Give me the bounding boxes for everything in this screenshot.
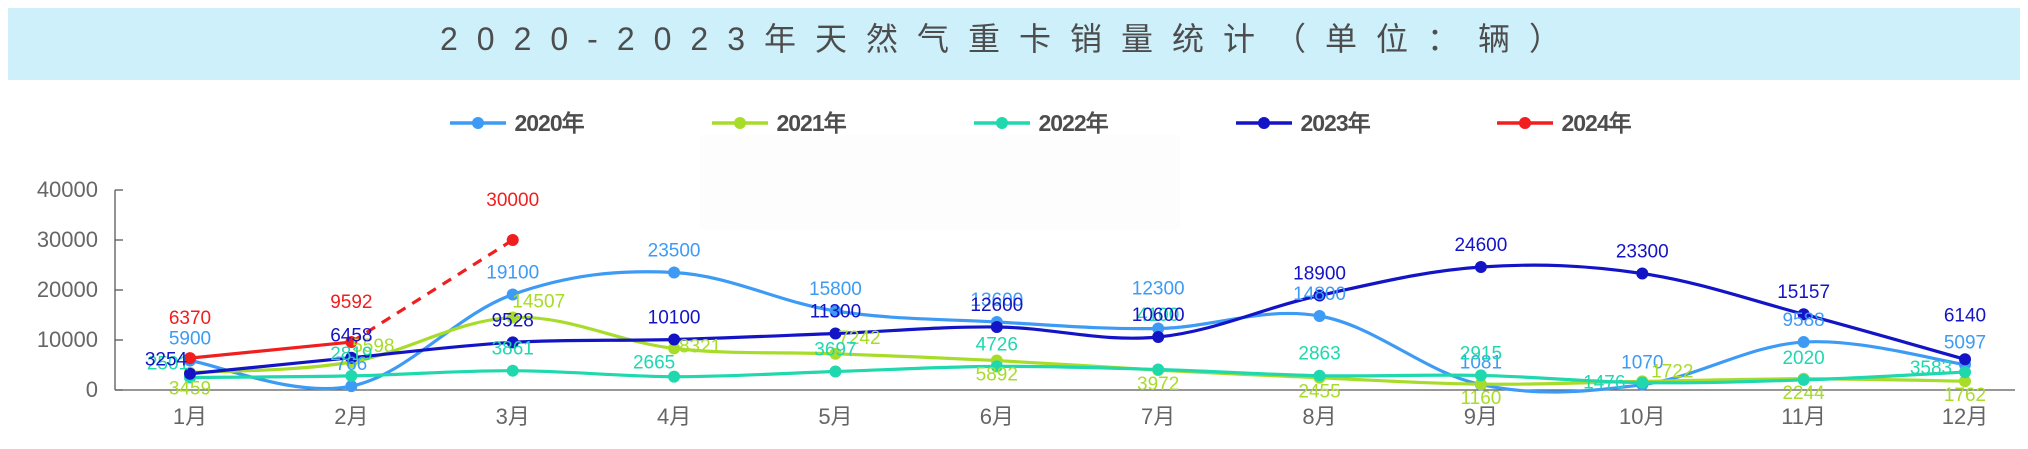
svg-text:6140: 6140 [1944, 305, 1986, 326]
svg-text:2819: 2819 [330, 344, 372, 365]
svg-text:5月: 5月 [818, 404, 852, 429]
svg-text:8月: 8月 [1302, 404, 1336, 429]
svg-text:14507: 14507 [512, 291, 565, 312]
svg-text:1762: 1762 [1944, 385, 1986, 406]
svg-text:10月: 10月 [1619, 404, 1665, 429]
svg-text:10000: 10000 [37, 327, 98, 352]
svg-text:8321: 8321 [679, 336, 721, 357]
svg-text:2665: 2665 [633, 353, 675, 374]
svg-text:9588: 9588 [1782, 310, 1824, 331]
svg-text:11月: 11月 [1781, 404, 1826, 429]
svg-text:6月: 6月 [980, 404, 1014, 429]
svg-text:12月: 12月 [1942, 404, 1988, 429]
svg-text:2455: 2455 [1298, 382, 1340, 403]
svg-text:23500: 23500 [648, 241, 701, 262]
svg-text:2863: 2863 [1298, 344, 1340, 365]
svg-text:5097: 5097 [1944, 333, 1986, 354]
svg-text:5900: 5900 [169, 329, 211, 350]
svg-text:1476: 1476 [1583, 373, 1625, 394]
svg-text:12600: 12600 [970, 295, 1023, 316]
svg-text:24600: 24600 [1454, 235, 1507, 256]
svg-text:23300: 23300 [1616, 242, 1669, 263]
svg-text:1月: 1月 [173, 404, 207, 429]
svg-text:30000: 30000 [486, 190, 539, 211]
svg-text:5892: 5892 [976, 365, 1018, 386]
svg-text:40000: 40000 [37, 177, 98, 202]
svg-text:2915: 2915 [1460, 343, 1502, 364]
svg-text:18900: 18900 [1293, 264, 1346, 285]
svg-text:12300: 12300 [1132, 279, 1185, 300]
svg-text:4726: 4726 [976, 334, 1018, 355]
svg-text:1160: 1160 [1460, 388, 1501, 409]
svg-text:3861: 3861 [492, 339, 534, 360]
svg-text:3583: 3583 [1910, 358, 1952, 379]
svg-text:2244: 2244 [1782, 383, 1825, 404]
svg-text:3697: 3697 [814, 340, 856, 361]
svg-text:3459: 3459 [169, 379, 211, 400]
svg-text:9592: 9592 [330, 292, 372, 313]
svg-text:10600: 10600 [1132, 305, 1185, 326]
svg-text:30000: 30000 [37, 227, 98, 252]
svg-text:15157: 15157 [1777, 282, 1830, 303]
svg-text:19100: 19100 [486, 263, 539, 284]
svg-text:11300: 11300 [810, 302, 861, 323]
svg-text:6370: 6370 [169, 308, 211, 329]
svg-text:3972: 3972 [1137, 374, 1179, 395]
svg-text:6458: 6458 [330, 326, 372, 347]
svg-text:1722: 1722 [1651, 361, 1693, 382]
svg-text:14800: 14800 [1293, 284, 1346, 305]
svg-text:3254: 3254 [145, 350, 188, 371]
svg-text:2月: 2月 [334, 404, 368, 429]
svg-text:20000: 20000 [37, 277, 98, 302]
svg-text:10100: 10100 [648, 308, 701, 329]
svg-text:2020: 2020 [1782, 348, 1824, 369]
svg-text:3月: 3月 [496, 404, 530, 429]
svg-text:4月: 4月 [657, 404, 691, 429]
svg-text:9528: 9528 [492, 310, 534, 331]
svg-text:0: 0 [86, 377, 98, 402]
svg-text:15800: 15800 [809, 279, 862, 300]
svg-text:7月: 7月 [1141, 404, 1175, 429]
